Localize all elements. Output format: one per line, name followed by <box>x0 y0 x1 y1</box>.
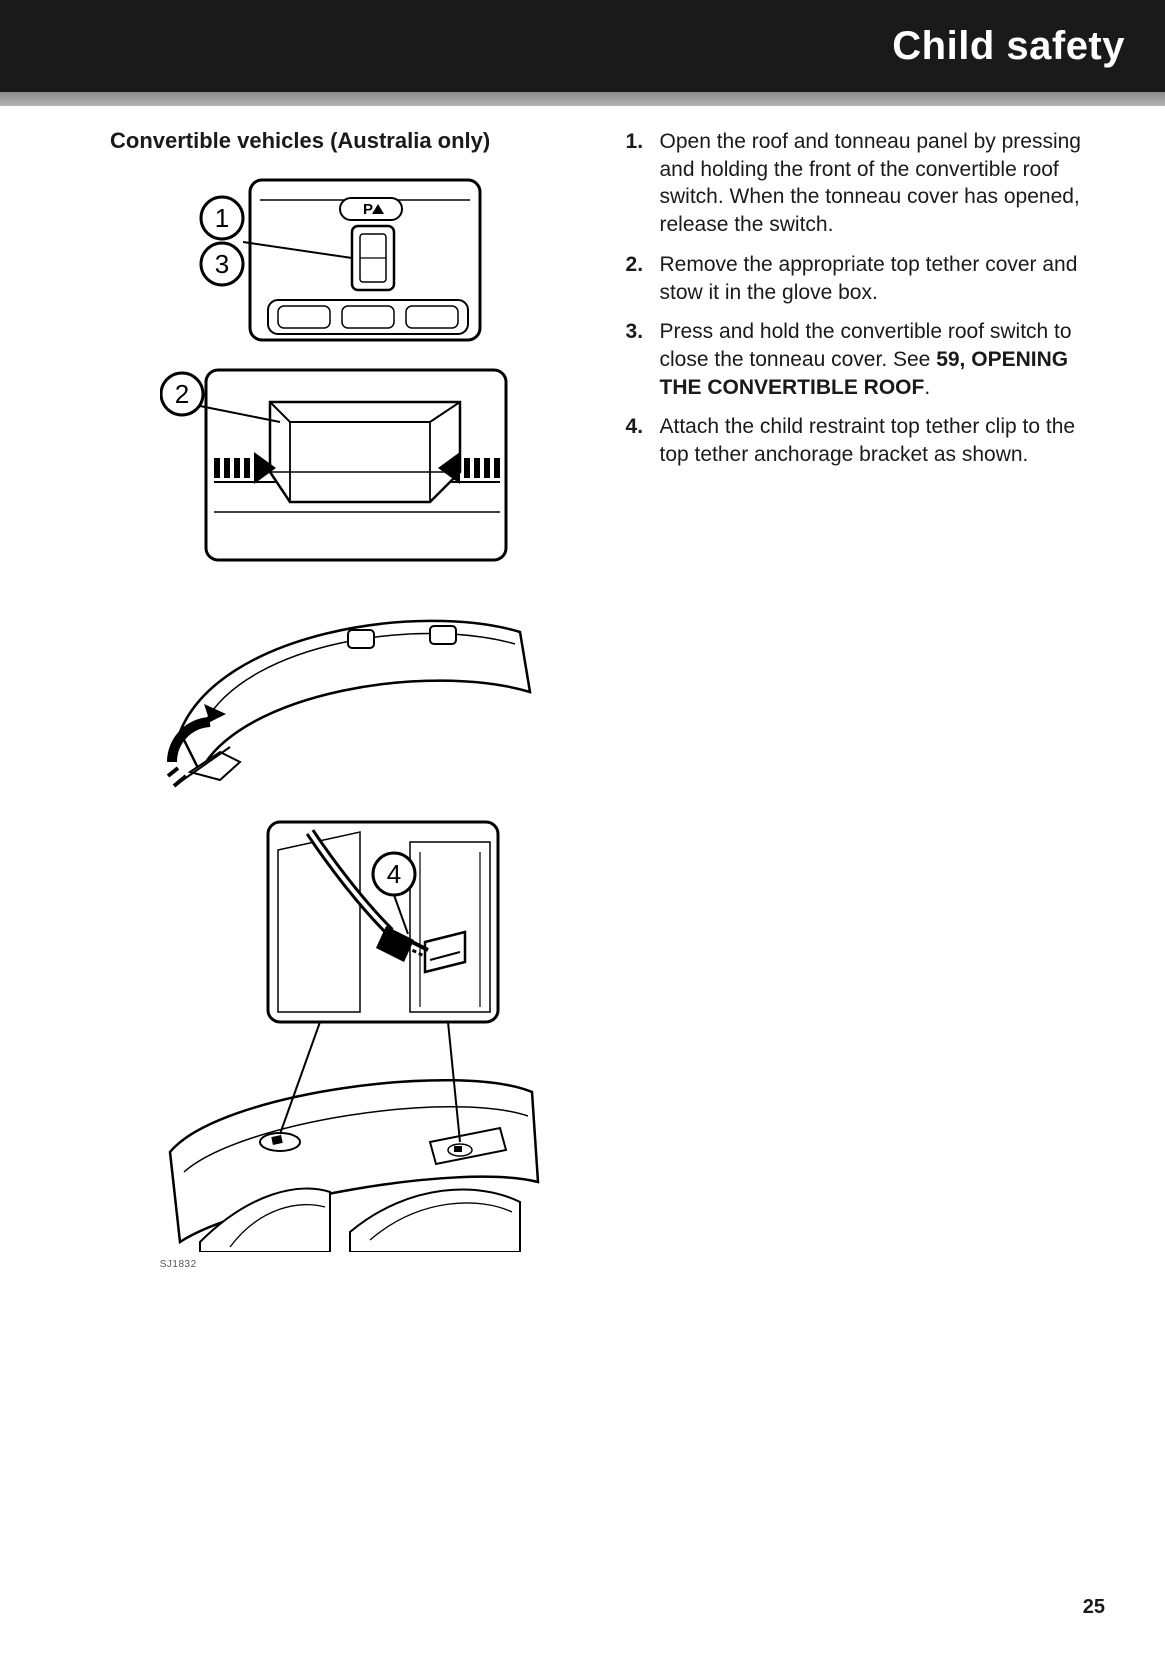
callout-4: 4 <box>373 853 415 895</box>
svg-text:1: 1 <box>215 203 229 233</box>
diagram-svg: P 1 <box>160 172 540 1252</box>
panel-clip-inset: 4 <box>268 822 498 1022</box>
svg-text:3: 3 <box>215 249 229 279</box>
callout-1: 1 <box>201 197 243 239</box>
panel-tonneau <box>168 621 530 786</box>
instruction-figure: P 1 <box>160 172 540 1270</box>
park-label: P <box>363 201 373 218</box>
figure-code: SJ1832 <box>160 1259 540 1270</box>
header-strip <box>0 92 1165 106</box>
panel-tether-cover: 2 <box>161 370 506 560</box>
right-column: Open the roof and tonneau panel by press… <box>626 128 1106 1573</box>
page-number: 25 <box>1083 1596 1105 1619</box>
svg-text:2: 2 <box>175 379 189 409</box>
section-subheading: Convertible vehicles (Australia only) <box>110 128 590 154</box>
cross-ref-page: 59, <box>936 348 965 371</box>
panel-deck <box>170 1022 538 1252</box>
step-4: Attach the child restraint top tether cl… <box>626 413 1106 468</box>
step-3: Press and hold the convertible roof swit… <box>626 318 1106 401</box>
step-2: Remove the appropriate top tether cover … <box>626 251 1106 306</box>
header-bar: Child safety <box>0 0 1165 92</box>
instruction-list: Open the roof and tonneau panel by press… <box>626 128 1106 469</box>
left-column: Convertible vehicles (Australia only) <box>110 128 590 1573</box>
svg-text:4: 4 <box>387 859 401 889</box>
content-area: Convertible vehicles (Australia only) <box>110 128 1105 1573</box>
callout-3: 3 <box>201 243 243 285</box>
step-1: Open the roof and tonneau panel by press… <box>626 128 1106 239</box>
callout-2: 2 <box>161 373 203 415</box>
panel-switch: P 1 <box>201 180 480 340</box>
page-title: Child safety <box>892 24 1125 69</box>
